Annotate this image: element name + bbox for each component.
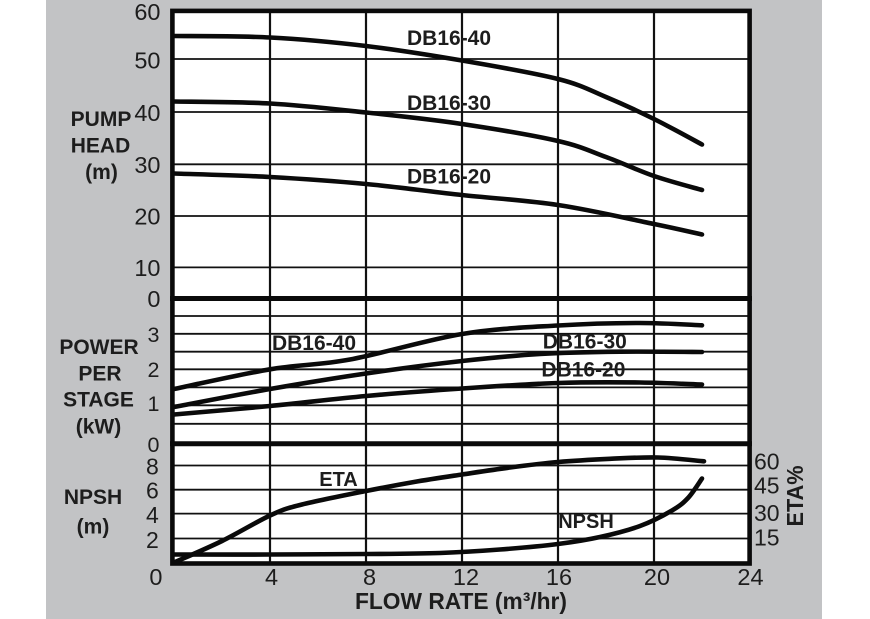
svg-text:40: 40	[134, 100, 160, 126]
svg-text:1: 1	[148, 392, 160, 416]
svg-text:20: 20	[644, 564, 670, 590]
svg-text:ETA: ETA	[319, 469, 358, 491]
svg-text:PER: PER	[78, 363, 121, 386]
svg-text:ETA%: ETA%	[782, 465, 808, 526]
svg-text:(m): (m)	[85, 161, 118, 184]
svg-text:4: 4	[146, 502, 159, 528]
svg-text:2: 2	[146, 527, 159, 553]
svg-text:12: 12	[453, 564, 479, 590]
svg-text:30: 30	[134, 152, 160, 178]
svg-text:50: 50	[134, 48, 160, 74]
svg-text:3: 3	[148, 323, 160, 347]
svg-text:4: 4	[265, 564, 278, 590]
svg-text:DB16-20: DB16-20	[541, 358, 625, 381]
svg-text:DB16-20: DB16-20	[407, 166, 491, 189]
svg-text:DB16-40: DB16-40	[407, 27, 491, 50]
svg-text:20: 20	[134, 204, 160, 230]
svg-text:60: 60	[134, 0, 160, 25]
svg-text:(m): (m)	[77, 516, 110, 539]
svg-text:0: 0	[149, 564, 162, 590]
svg-text:15: 15	[754, 525, 780, 551]
svg-text:DB16-30: DB16-30	[407, 92, 491, 115]
svg-text:30: 30	[754, 500, 780, 526]
svg-text:6: 6	[146, 478, 159, 504]
svg-text:45: 45	[754, 473, 780, 499]
svg-text:DB16-30: DB16-30	[543, 331, 627, 354]
svg-text:24: 24	[737, 564, 763, 590]
svg-text:(kW): (kW)	[76, 416, 122, 439]
svg-text:NPSH: NPSH	[558, 511, 614, 533]
svg-text:HEAD: HEAD	[71, 135, 131, 158]
svg-text:10: 10	[134, 255, 160, 281]
svg-text:FLOW RATE (m³/hr): FLOW RATE (m³/hr)	[355, 588, 567, 614]
svg-text:8: 8	[363, 564, 376, 590]
svg-text:PUMP: PUMP	[71, 108, 132, 131]
svg-text:0: 0	[147, 286, 160, 312]
svg-text:STAGE: STAGE	[63, 389, 134, 412]
svg-text:DB16-40: DB16-40	[272, 332, 356, 355]
svg-text:2: 2	[148, 358, 160, 382]
svg-text:8: 8	[146, 454, 159, 480]
svg-text:16: 16	[546, 564, 572, 590]
svg-text:0: 0	[148, 433, 160, 457]
svg-text:NPSH: NPSH	[64, 486, 122, 509]
svg-text:60: 60	[754, 449, 780, 475]
svg-text:POWER: POWER	[59, 336, 138, 359]
